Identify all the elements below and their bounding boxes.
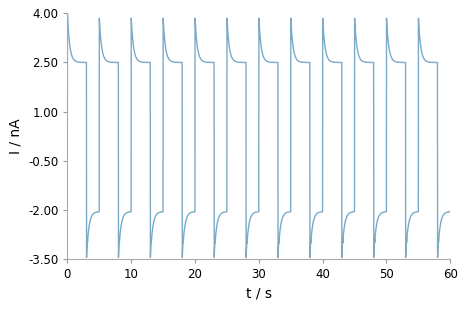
X-axis label: t / s: t / s [246, 287, 272, 301]
Y-axis label: I / nA: I / nA [8, 118, 22, 154]
